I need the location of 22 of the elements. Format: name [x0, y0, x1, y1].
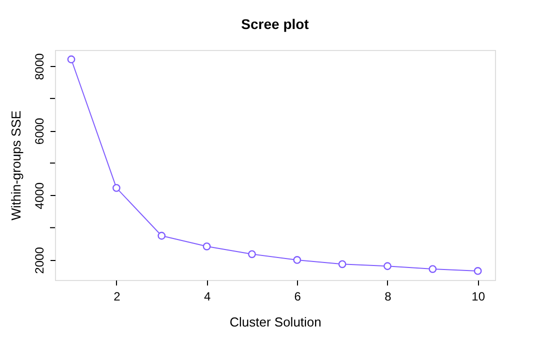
point [202, 242, 211, 250]
y-tick-label: 6000 [32, 118, 46, 145]
point [474, 267, 482, 275]
point [158, 232, 166, 240]
point [338, 260, 346, 268]
point [248, 250, 256, 258]
x-tick-label: 8 [384, 290, 392, 304]
point [67, 55, 76, 64]
x-tick-label: 4 [204, 290, 211, 304]
point [112, 184, 120, 192]
x-axis-title: Cluster Solution [230, 314, 322, 330]
x-tick-label: 6 [294, 290, 302, 304]
y-tick-label: 4000 [32, 182, 46, 210]
x-tick-label: 2 [114, 290, 121, 304]
y-axis-title: Within-groups SSE [8, 110, 24, 220]
point [384, 262, 392, 270]
y-tick-label: 8000 [32, 52, 46, 80]
chart-title: Scree plot [241, 16, 310, 32]
y-tick-label: 2000 [32, 246, 46, 274]
x-tick-label: 10 [472, 290, 486, 304]
point [428, 265, 437, 273]
point [293, 256, 302, 264]
